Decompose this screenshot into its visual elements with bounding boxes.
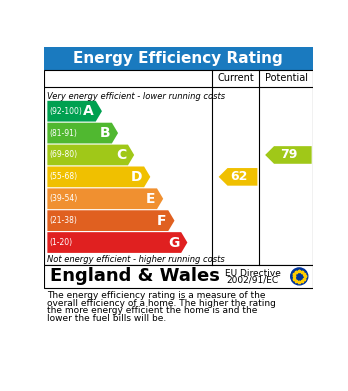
Text: lower the fuel bills will be.: lower the fuel bills will be. <box>47 314 167 323</box>
FancyBboxPatch shape <box>44 265 313 288</box>
Polygon shape <box>47 188 163 209</box>
Polygon shape <box>47 232 187 253</box>
Text: EU Directive: EU Directive <box>225 269 281 278</box>
Text: the more energy efficient the home is and the: the more energy efficient the home is an… <box>47 307 258 316</box>
Text: G: G <box>168 235 180 249</box>
Text: (1-20): (1-20) <box>50 238 73 247</box>
Text: A: A <box>84 104 94 118</box>
Text: D: D <box>131 170 143 184</box>
Text: (69-80): (69-80) <box>50 151 78 160</box>
FancyBboxPatch shape <box>44 70 313 265</box>
Text: 2002/91/EC: 2002/91/EC <box>227 276 279 285</box>
Text: B: B <box>100 126 110 140</box>
Polygon shape <box>219 168 258 186</box>
Text: Not energy efficient - higher running costs: Not energy efficient - higher running co… <box>47 255 225 264</box>
Text: (21-38): (21-38) <box>50 216 78 225</box>
Text: Potential: Potential <box>264 74 308 84</box>
Text: C: C <box>116 148 126 162</box>
Text: E: E <box>146 192 156 206</box>
Text: Very energy efficient - lower running costs: Very energy efficient - lower running co… <box>47 92 226 101</box>
Text: (81-91): (81-91) <box>50 129 78 138</box>
Text: Energy Efficiency Rating: Energy Efficiency Rating <box>73 51 283 66</box>
Text: (92-100): (92-100) <box>50 107 82 116</box>
FancyBboxPatch shape <box>44 47 313 70</box>
Text: Current: Current <box>217 74 254 84</box>
Polygon shape <box>47 123 118 143</box>
Text: England & Wales: England & Wales <box>50 267 220 285</box>
Text: 79: 79 <box>280 149 298 161</box>
Text: overall efficiency of a home. The higher the rating: overall efficiency of a home. The higher… <box>47 299 276 308</box>
Polygon shape <box>47 210 174 231</box>
Polygon shape <box>47 101 102 122</box>
Polygon shape <box>265 146 312 164</box>
Polygon shape <box>47 167 150 187</box>
Text: (39-54): (39-54) <box>50 194 78 203</box>
Text: (55-68): (55-68) <box>50 172 78 181</box>
Text: F: F <box>157 213 167 228</box>
Text: The energy efficiency rating is a measure of the: The energy efficiency rating is a measur… <box>47 291 266 300</box>
Text: 62: 62 <box>230 170 247 183</box>
Polygon shape <box>47 145 134 165</box>
Circle shape <box>291 268 308 285</box>
